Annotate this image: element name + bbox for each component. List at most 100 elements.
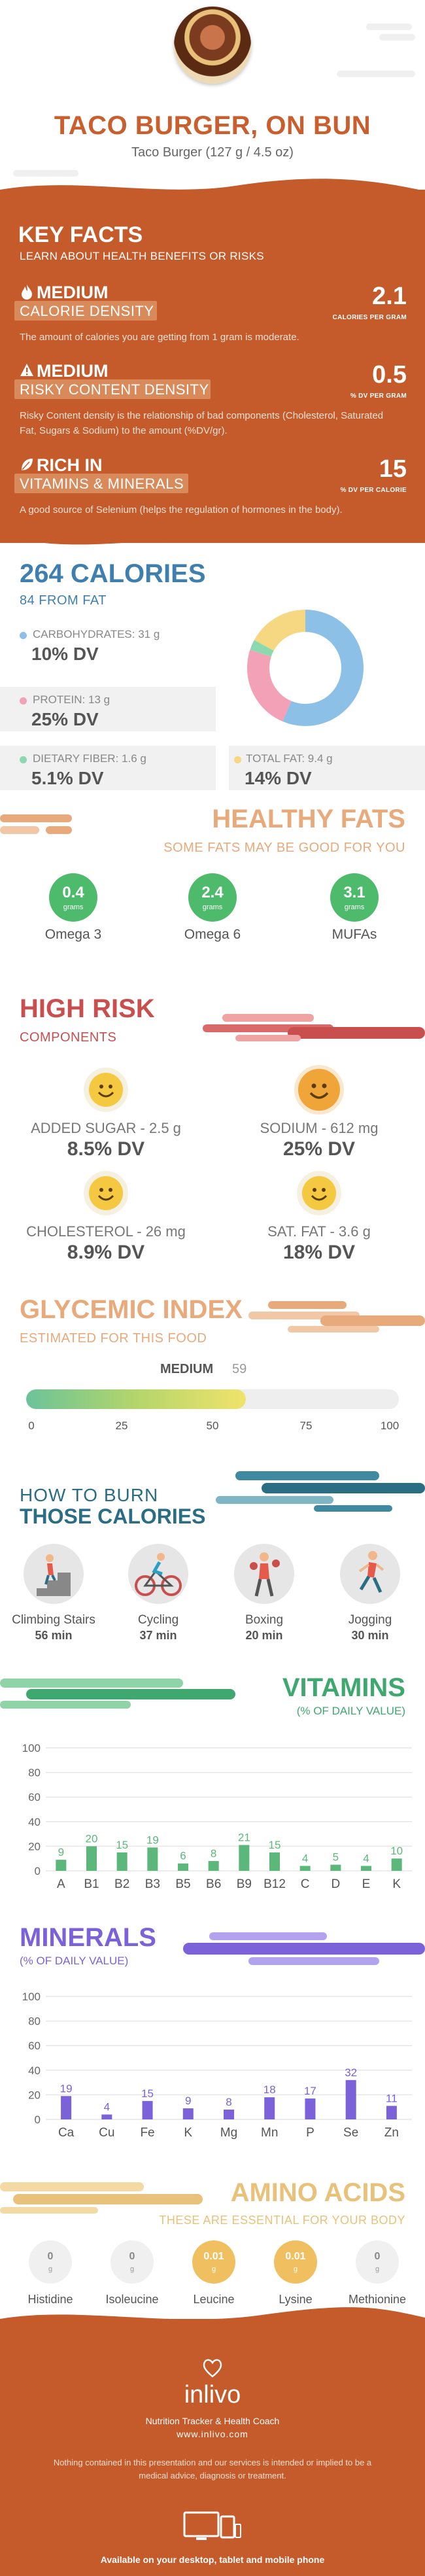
amino-value: 0 — [47, 2251, 54, 2262]
amino-value: 0.01 — [285, 2251, 306, 2262]
warning-icon — [20, 364, 33, 376]
amino-lysine: 0.01 g Lysine — [253, 2240, 338, 2306]
serving-size: Taco Burger (127 g / 4.5 oz) — [131, 145, 294, 160]
risk-sodium: SODIUM - 612 mg 25% DV — [221, 1069, 417, 1160]
amino-unit: g — [129, 2265, 135, 2273]
nutrient-dv: 14% DV — [245, 768, 312, 788]
x-tick-label: B1 — [84, 1877, 99, 1891]
decor-cloud — [379, 34, 415, 41]
amino-isoleucine: 0 g Isoleucine — [90, 2240, 175, 2306]
bar-zn — [386, 2106, 397, 2119]
smiley-icon — [89, 1176, 123, 1210]
legend-dot — [20, 697, 27, 705]
amino-unit: g — [211, 2265, 216, 2273]
nutrient-carbs: CARBOHYDRATES: 31 g 10% DV — [0, 621, 222, 666]
decor-stripes — [183, 1932, 425, 1965]
amino-name: Histidine — [27, 2293, 73, 2306]
decor-cloud — [366, 24, 412, 30]
vitamins-title: VITAMINS — [282, 1673, 405, 1702]
fact-band — [14, 474, 188, 493]
decor-stripes — [248, 1301, 425, 1332]
nutrient-highlight — [0, 687, 216, 731]
fact-level-text: MEDIUM — [37, 283, 109, 302]
fat-badge: 3.1 grams — [330, 873, 379, 922]
activity-name: Climbing Stairs — [12, 1613, 95, 1627]
vitamins-subtitle: (% OF DAILY VALUE) — [296, 1705, 405, 1717]
fact-band — [14, 379, 211, 399]
nutrient-label: TOTAL FAT: 9.4 g — [246, 752, 333, 765]
nutrient-highlight — [229, 746, 425, 790]
donut-hole — [270, 633, 341, 703]
minerals-bar-chart: 0 20 40 60 80 100 19 Ca 4 Cu 15 Fe 9 K 8 Mg 18 Mn 17 P 32 Se 1… — [22, 1991, 412, 2140]
high-risk-title: HIGH RISK — [20, 994, 155, 1023]
y-tick-label: 80 — [28, 1767, 41, 1779]
running-icon — [340, 1544, 400, 1604]
smiley-icon — [302, 1176, 336, 1210]
fat-omega3: 0.4 grams Omega 3 — [27, 873, 119, 943]
x-tick-label: Se — [343, 2126, 358, 2140]
x-tick-label: Mn — [261, 2126, 278, 2140]
brand-logo: inlivo — [184, 2381, 241, 2409]
bar-b6 — [208, 1860, 219, 1871]
fact-label: VITAMINS & MINERALS — [20, 476, 184, 492]
heart-logo-icon — [203, 2359, 222, 2378]
healthy-fats-title: HEALTHY FATS — [212, 805, 405, 833]
section-wave — [0, 2307, 425, 2331]
bar-value-label: 8 — [226, 2096, 231, 2108]
activity-boxing: Boxing 20 min — [218, 1544, 310, 1643]
x-tick-label: A — [57, 1877, 65, 1891]
nutrient-dv: 5.1% DV — [31, 768, 104, 788]
decor-stripes — [216, 1471, 425, 1512]
macros-donut-chart — [247, 610, 364, 726]
x-tick-label: B6 — [206, 1877, 221, 1891]
nutrient-fiber: DIETARY FIBER: 1.6 g 5.1% DV — [0, 746, 222, 790]
bar-a — [56, 1860, 67, 1871]
y-tick-label: 100 — [22, 1742, 41, 1754]
amino-unit: g — [293, 2265, 298, 2273]
amino-value: 0 — [374, 2251, 381, 2262]
amino-leucine: 0.01 g Leucine — [171, 2240, 256, 2306]
fact-band — [14, 301, 157, 321]
availability-note: Available on your desktop, tablet and mo… — [100, 2554, 325, 2565]
fact-value: 2.1 — [372, 283, 407, 310]
x-tick-label: Fe — [140, 2126, 154, 2140]
activity-minutes: 37 min — [139, 1629, 177, 1642]
fact-unit: % DV PER GRAM — [350, 392, 407, 400]
x-tick-label: Ca — [58, 2126, 75, 2140]
amino-name: Isoleucine — [105, 2293, 159, 2306]
risk-dv: 8.9% DV — [67, 1242, 145, 1263]
fat-name: Omega 3 — [44, 927, 102, 942]
bar-value-label: 32 — [345, 2066, 357, 2079]
disclaimer: Nothing contained in this presentation a… — [53, 2458, 372, 2480]
x-tick-label: E — [362, 1877, 371, 1891]
bar-value-label: 15 — [141, 2087, 154, 2100]
y-tick-label: 40 — [28, 1816, 41, 1828]
x-tick-label: D — [331, 1877, 340, 1891]
y-tick-label: 0 — [35, 1865, 41, 1877]
nutrient-label: PROTEIN: 13 g — [33, 693, 110, 706]
gauge-tick: 25 — [115, 1419, 128, 1432]
bar-e — [361, 1866, 371, 1871]
amino-badge: 0.01 g — [192, 2240, 235, 2284]
fat-name: Omega 6 — [184, 927, 241, 942]
burn-title-line2: THOSE CALORIES — [20, 1505, 206, 1528]
fat-value: 2.4 — [201, 884, 224, 901]
brand-url[interactable]: www.inlivo.com — [177, 2429, 248, 2439]
y-tick-label: 0 — [35, 2114, 41, 2126]
fact-unit: CALORIES PER GRAM — [332, 314, 407, 321]
smiley-icon — [89, 1073, 123, 1107]
x-tick-label: B3 — [145, 1877, 160, 1891]
legend-dot — [20, 756, 27, 763]
bar-value-label: 6 — [180, 1850, 186, 1862]
bar-value-label: 19 — [146, 1834, 159, 1846]
amino-title: AMINO ACIDS — [230, 2178, 405, 2207]
donut-slice-total-fat — [247, 610, 364, 726]
amino-name: Leucine — [193, 2293, 235, 2306]
y-tick-label: 40 — [28, 2064, 41, 2077]
nutrient-label: CARBOHYDRATES: 31 g — [33, 628, 160, 640]
amino-histidine: 0 g Histidine — [8, 2240, 93, 2306]
risk-label: CHOLESTEROL - 26 mg — [26, 1223, 186, 1240]
bar-value-label: 11 — [386, 2092, 398, 2104]
decor-cloud — [337, 71, 415, 77]
